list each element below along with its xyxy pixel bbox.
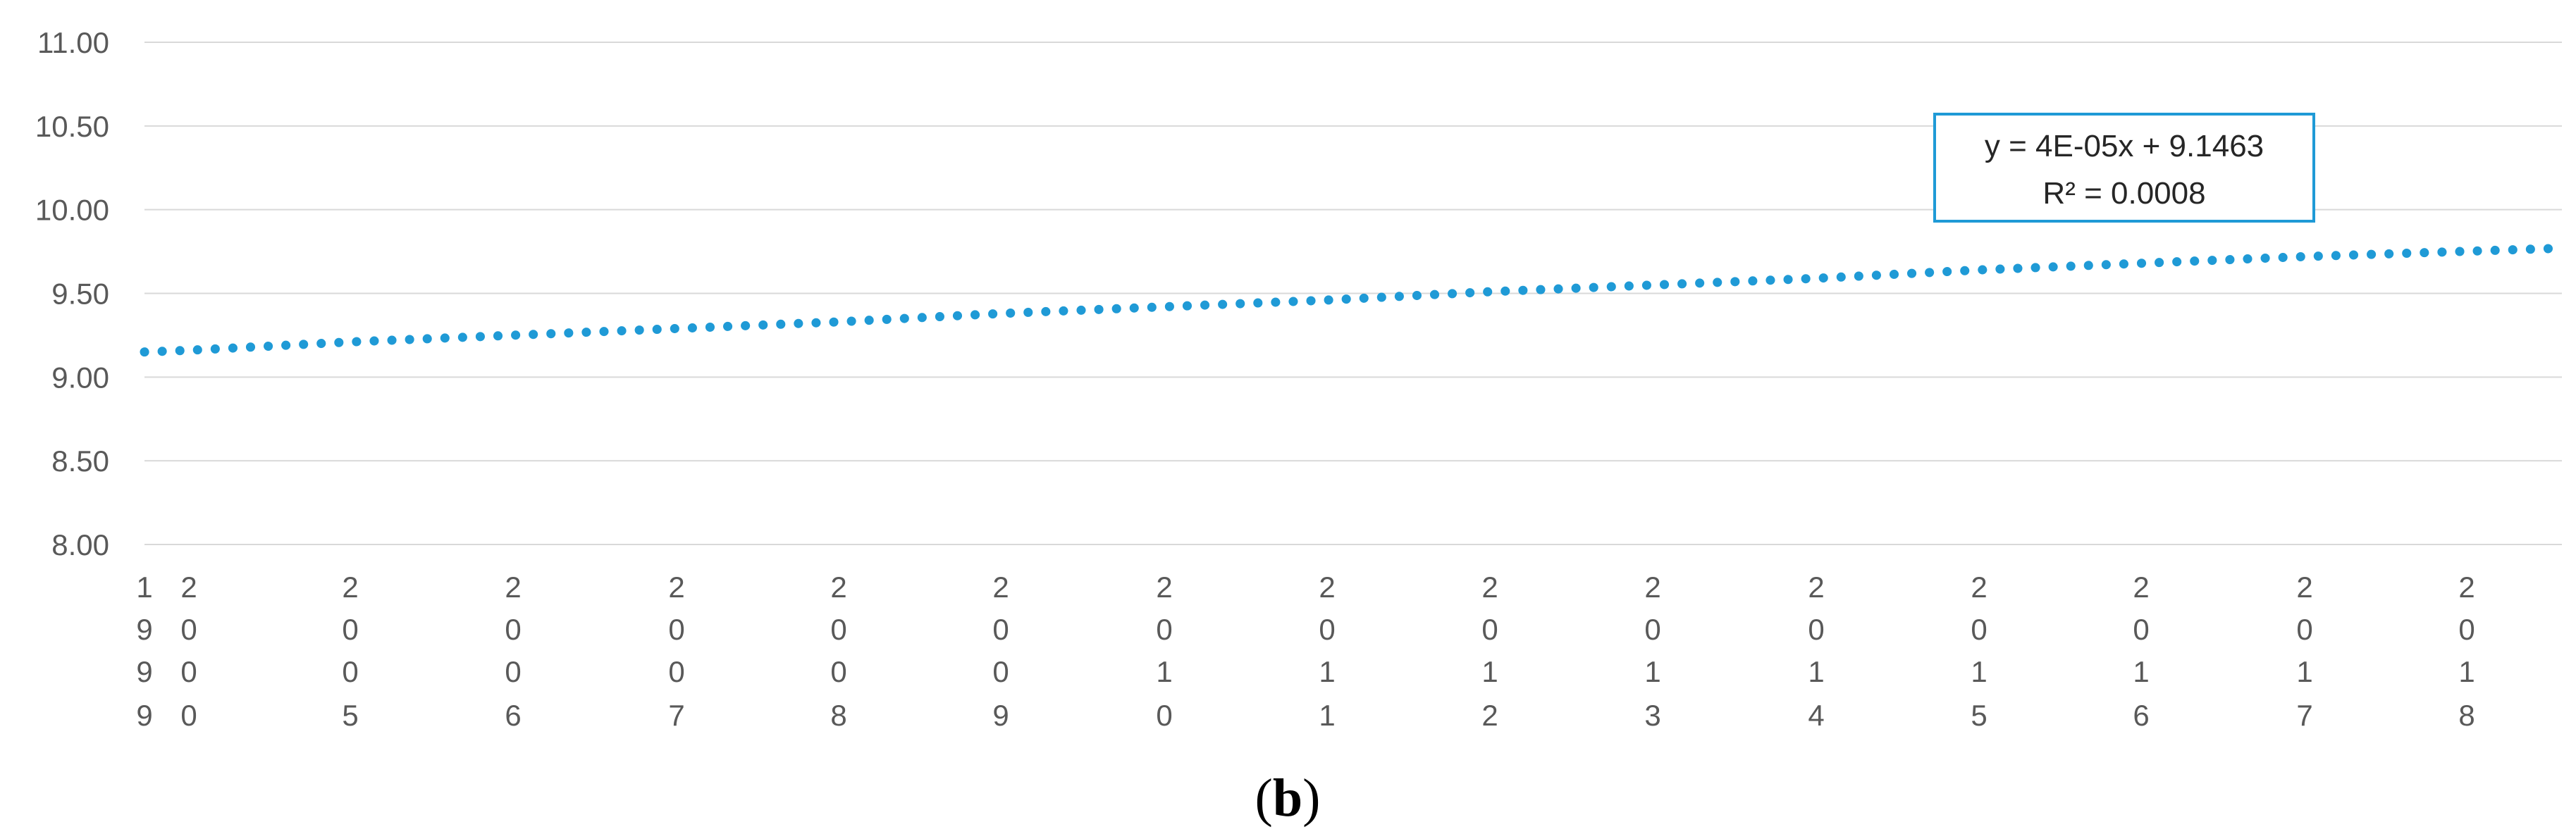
y-axis-tick-labels: 11.00 10.50 10.00 9.50 9.00 8.50 8.00	[35, 26, 109, 561]
data-point	[188, 349, 190, 351]
series-dotted-line	[140, 243, 2567, 357]
y-tick-label: 11.00	[37, 26, 109, 59]
trendline-r-squared: R² = 0.0008	[2042, 176, 2205, 211]
gridlines	[144, 42, 2562, 545]
trend-line	[140, 243, 2567, 357]
x-axis-tick-labels: 1 9 9 9 2 0 0 0 2 0 0 5 2 0 0 6 2 0 0 7 2 0 0 8 2 0 0 9 2 0 1 0 2 0 1 1 2 0 1 2…	[136, 571, 2475, 732]
data-point	[1164, 306, 1165, 308]
y-tick-label: 10.00	[35, 194, 109, 227]
data-point	[1000, 313, 1002, 314]
y-tick-label: 8.50	[51, 444, 109, 478]
y-tick-label: 9.50	[51, 278, 109, 311]
caption-letter: b	[1273, 768, 1302, 828]
y-tick-label: 10.50	[35, 110, 109, 143]
data-point	[2561, 247, 2563, 249]
figure-caption: (b)	[1255, 768, 1321, 828]
caption-close-paren: )	[1302, 768, 1320, 828]
trendline-equation: y = 4E-05x + 9.1463	[1985, 129, 2264, 163]
trendline-equation-box: y = 4E-05x + 9.1463 R² = 0.0008	[1933, 113, 2315, 223]
caption-open-paren: (	[1255, 768, 1273, 828]
data-point	[350, 341, 351, 342]
data-point	[1652, 285, 1653, 286]
y-tick-label: 9.00	[51, 361, 109, 394]
data-point	[1816, 278, 1817, 279]
y-tick-label: 8.00	[51, 528, 109, 561]
